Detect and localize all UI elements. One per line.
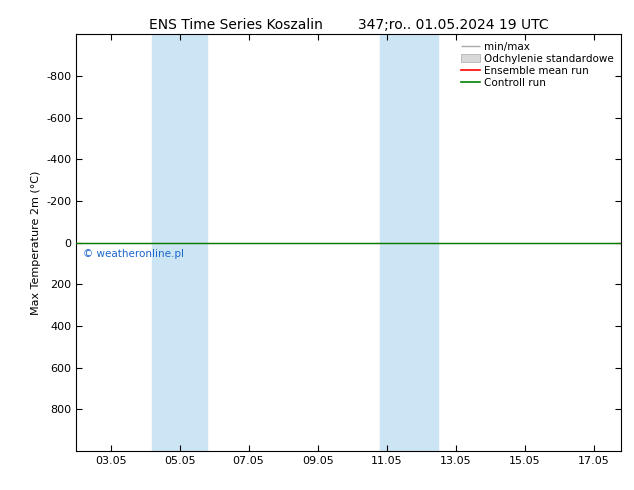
Y-axis label: Max Temperature 2m (°C): Max Temperature 2m (°C): [30, 171, 41, 315]
Legend: min/max, Odchylenie standardowe, Ensemble mean run, Controll run: min/max, Odchylenie standardowe, Ensembl…: [457, 37, 618, 92]
Title: ENS Time Series Koszalin        347;ro.. 01.05.2024 19 UTC: ENS Time Series Koszalin 347;ro.. 01.05.…: [149, 18, 548, 32]
Text: © weatheronline.pl: © weatheronline.pl: [83, 249, 184, 259]
Bar: [380, 34, 439, 451]
Bar: [152, 34, 207, 451]
